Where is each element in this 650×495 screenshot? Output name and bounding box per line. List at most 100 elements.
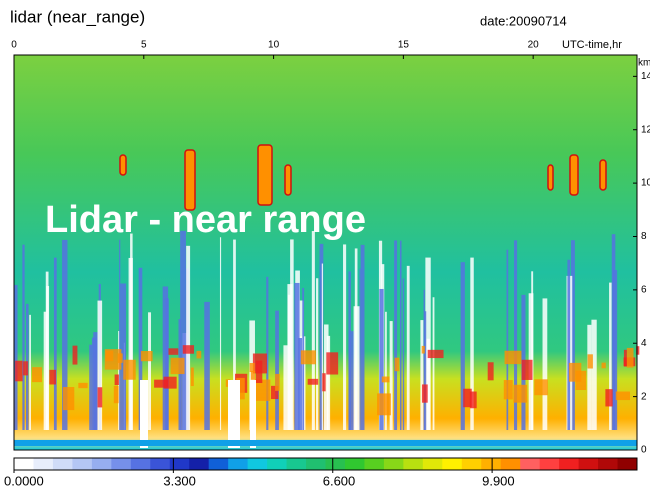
texture-stripe: [587, 324, 592, 430]
texture-stripe: [316, 278, 319, 430]
texture-patch: [300, 350, 316, 365]
colorbar-swatch: [267, 458, 288, 470]
texture-stripe: [389, 321, 393, 430]
texture-stripe: [353, 306, 360, 430]
colorbar-swatch: [403, 458, 424, 470]
colorbar-swatch: [111, 458, 132, 470]
texture-patch: [140, 350, 153, 362]
colorbar-swatch: [481, 458, 502, 470]
texture-stripe: [178, 319, 181, 430]
colorbar-tick-label: 6.600: [323, 473, 356, 488]
texture-patch: [182, 345, 195, 354]
texture-stripe: [128, 257, 133, 430]
texture-patch: [623, 349, 627, 367]
texture-patch: [469, 391, 477, 409]
texture-cloud: [184, 149, 196, 211]
x-axis-label: UTC-time,hr: [562, 39, 622, 51]
texture-stripe: [571, 240, 575, 430]
texture-stripe: [359, 268, 361, 430]
texture-patch: [249, 363, 255, 373]
texture-stripe: [266, 276, 269, 430]
texture-stripe: [470, 257, 474, 430]
colorbar-swatch: [208, 458, 229, 470]
texture-stripe: [14, 285, 18, 430]
texture-patch: [154, 379, 169, 388]
texture-patch: [196, 350, 202, 359]
texture-patch: [605, 389, 613, 407]
overlay-annotation: Lidar - near range: [45, 199, 366, 241]
texture-patch: [271, 385, 279, 400]
texture-stripe: [45, 271, 49, 430]
texture-patch: [381, 376, 390, 383]
texture-stripe: [275, 310, 279, 430]
texture-cloud: [284, 164, 292, 196]
colorbar-swatch: [150, 458, 171, 470]
texture-patch: [504, 350, 522, 365]
texture-patch: [394, 357, 400, 372]
x-tick-label: 0: [11, 40, 17, 51]
texture-stripe: [97, 300, 103, 430]
texture-patch: [163, 376, 177, 389]
colorbar-swatch: [422, 458, 443, 470]
colorbar-swatch: [91, 458, 112, 470]
texture-stripe: [420, 320, 424, 430]
texture-stripe: [294, 282, 300, 430]
texture-cloud: [119, 154, 127, 176]
texture-patch: [78, 382, 88, 389]
texture-patch: [626, 347, 634, 368]
y-tick-label: 2: [641, 391, 647, 402]
y-axis-label: km: [638, 58, 650, 69]
chart-title: lidar (near_range): [10, 7, 145, 26]
texture-patch: [32, 367, 42, 383]
texture-stripe: [204, 301, 210, 430]
colorbar-swatch: [559, 458, 580, 470]
colorbar-swatch: [72, 458, 93, 470]
texture-stripe: [385, 311, 387, 430]
y-tick-label: 12: [641, 124, 650, 135]
texture-stripe: [348, 331, 354, 430]
texture-patch: [104, 349, 122, 370]
texture-patch: [62, 387, 75, 411]
colorbar-swatch: [442, 458, 463, 470]
texture-stripe: [288, 346, 290, 430]
texture-patch: [575, 370, 587, 391]
texture-patch: [123, 359, 136, 380]
texture-patch: [236, 377, 245, 400]
texture-patch: [427, 349, 444, 359]
texture-cloud: [257, 144, 273, 206]
texture-stripe: [186, 245, 191, 430]
colorbar-swatch: [520, 458, 541, 470]
texture-patch: [72, 345, 78, 365]
texture-patch: [275, 373, 280, 391]
texture-patch: [587, 354, 593, 369]
y-tick-label: 8: [641, 231, 647, 242]
texture-stripe: [506, 249, 509, 430]
texture-patch: [15, 360, 23, 382]
colorbar-swatch: [539, 458, 560, 470]
texture-stripe: [542, 298, 548, 430]
texture-gap: [228, 380, 240, 448]
texture-stripe: [62, 239, 68, 430]
texture-stripe: [219, 237, 222, 430]
texture-stripe: [89, 344, 93, 430]
texture-patch: [521, 359, 533, 380]
y-tick-label: 0: [641, 445, 647, 456]
colorbar-swatch: [33, 458, 54, 470]
texture-stripe: [424, 311, 427, 430]
colorbar-swatch: [52, 458, 73, 470]
texture-patch: [326, 352, 339, 375]
colorbar-swatch: [383, 458, 404, 470]
colorbar-swatch: [189, 458, 210, 470]
texture-patch: [170, 357, 185, 375]
texture-patch: [615, 391, 630, 401]
texture-patch: [601, 362, 606, 369]
colorbar-swatch: [169, 458, 190, 470]
texture-stripe: [43, 311, 47, 430]
texture-patch: [487, 362, 494, 381]
texture-stripe: [406, 265, 410, 430]
texture-patch: [513, 384, 528, 403]
texture-patch: [307, 378, 319, 385]
texture-patch: [463, 388, 472, 408]
colorbar-swatch: [500, 458, 521, 470]
